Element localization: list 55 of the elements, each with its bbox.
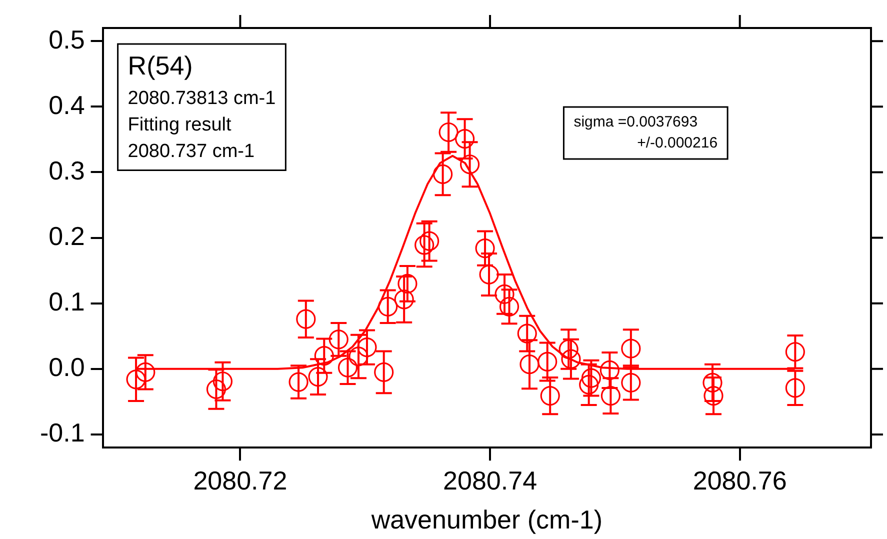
- point: [414, 235, 434, 255]
- point: [394, 290, 414, 310]
- point: [338, 358, 358, 378]
- y-tick-label: 0.2: [48, 220, 85, 251]
- y-tick-label: 0.3: [48, 155, 85, 186]
- point: [433, 164, 453, 184]
- point: [517, 324, 537, 344]
- y-tick-label: 0.1: [48, 286, 85, 317]
- point: [136, 362, 156, 382]
- point: [328, 330, 348, 350]
- point: [454, 129, 475, 149]
- point: [378, 296, 398, 316]
- point: [475, 238, 495, 258]
- x-tick-label: 2080.74: [443, 465, 538, 496]
- point: [206, 379, 226, 400]
- point: [520, 354, 540, 374]
- point: [600, 360, 620, 380]
- annotation: sigma =0.0037693 +/-0.000216: [574, 114, 718, 152]
- point: [212, 372, 233, 392]
- point: [494, 284, 514, 304]
- point: [579, 374, 599, 394]
- point: [420, 231, 440, 251]
- point: [621, 338, 641, 358]
- point: [308, 366, 328, 387]
- point: [314, 346, 334, 366]
- point: [357, 337, 377, 358]
- point: [785, 378, 805, 398]
- point: [702, 372, 722, 392]
- point: [398, 274, 418, 294]
- x-tick-label: 2080.76: [692, 465, 787, 496]
- point: [374, 362, 394, 382]
- point: [558, 339, 578, 360]
- point: [438, 122, 458, 142]
- y-tick-label: 0.5: [48, 24, 85, 54]
- point: [288, 372, 308, 392]
- point: [126, 370, 146, 390]
- point: [499, 296, 520, 316]
- y-tick-label: 0.0: [48, 352, 85, 382]
- point: [479, 264, 499, 284]
- point: [538, 352, 558, 372]
- x-tick-label: 2080.72: [193, 465, 288, 496]
- annotation: R(54) 2080.73813 cm-1 Fitting result 2080.737 cm-1: [128, 50, 276, 162]
- y-tick-label: -0.1: [40, 418, 85, 448]
- point: [600, 386, 620, 406]
- point: [348, 346, 368, 366]
- y-tick-label: 0.4: [48, 90, 85, 120]
- point: [621, 372, 641, 392]
- point: [704, 386, 724, 406]
- point: [540, 386, 560, 406]
- point: [581, 368, 601, 388]
- point: [785, 342, 805, 362]
- point: [460, 154, 480, 174]
- x-axis-title: wavenumber (cm-1): [370, 504, 602, 535]
- point: [561, 349, 581, 369]
- point: [296, 309, 316, 329]
